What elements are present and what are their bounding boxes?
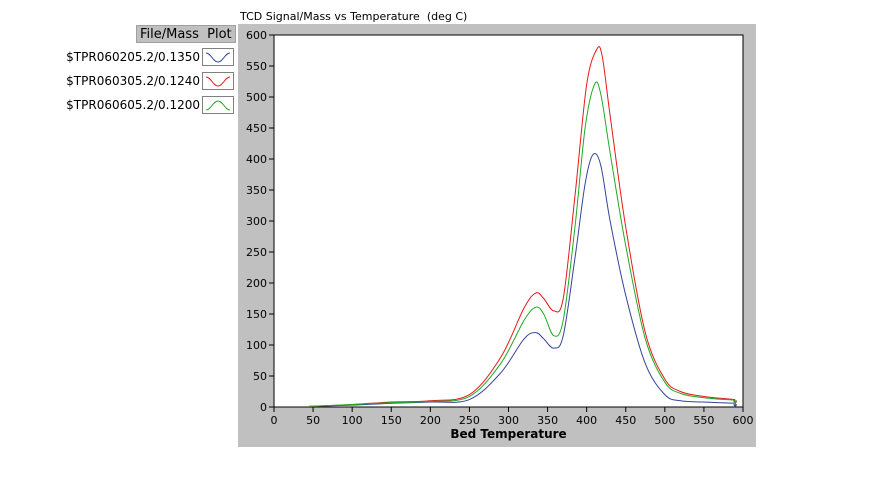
legend-item: $TPR060205.2/0.1350 bbox=[60, 47, 236, 67]
series-line bbox=[309, 152, 736, 407]
series-end-marker bbox=[733, 401, 738, 406]
y-tick-label: 350 bbox=[246, 184, 267, 197]
legend-swatch-icon[interactable] bbox=[202, 72, 234, 90]
x-axis-label: Bed Temperature bbox=[450, 427, 566, 441]
x-tick-label: 50 bbox=[306, 414, 320, 427]
x-tick-label: 600 bbox=[733, 414, 754, 427]
y-tick-label: 600 bbox=[246, 29, 267, 42]
x-tick-label: 450 bbox=[615, 414, 636, 427]
y-tick-label: 100 bbox=[246, 339, 267, 352]
legend-item: $TPR060605.2/0.1200 bbox=[60, 95, 236, 115]
chart: 0 50 100 150 200 250 300 350 400 450 500 550 600 0 50 1… bbox=[246, 29, 754, 441]
x-tick-label: 350 bbox=[537, 414, 558, 427]
legend-header: File/Mass Plot bbox=[136, 25, 236, 43]
legend-item-label: $TPR060605.2/0.1200 bbox=[66, 98, 200, 112]
y-tick-label: 50 bbox=[253, 370, 267, 383]
y-tick-label: 450 bbox=[246, 122, 267, 135]
x-tick-label: 300 bbox=[498, 414, 519, 427]
y-tick-label: 400 bbox=[246, 153, 267, 166]
series-end-marker bbox=[733, 404, 738, 409]
y-tick-label: 500 bbox=[246, 91, 267, 104]
y-tick-label: 550 bbox=[246, 60, 267, 73]
legend-item-label: $TPR060305.2/0.1240 bbox=[66, 74, 200, 88]
legend-item: $TPR060305.2/0.1240 bbox=[60, 71, 236, 91]
legend-item-label: $TPR060205.2/0.1350 bbox=[66, 50, 200, 64]
x-tick-label: 100 bbox=[342, 414, 363, 427]
x-tick-label: 250 bbox=[459, 414, 480, 427]
series-line bbox=[309, 81, 736, 407]
y-tick-label: 200 bbox=[246, 277, 267, 290]
legend-swatch-icon[interactable] bbox=[202, 48, 234, 66]
series-line bbox=[309, 46, 736, 407]
y-tick-label: 250 bbox=[246, 246, 267, 259]
y-tick-label: 150 bbox=[246, 308, 267, 321]
chart-title: TCD Signal/Mass vs Temperature (deg C) bbox=[240, 10, 468, 23]
x-tick-label: 200 bbox=[420, 414, 441, 427]
x-tick-label: 550 bbox=[693, 414, 714, 427]
x-tick-label: 500 bbox=[654, 414, 675, 427]
plot-panel: 0 50 100 150 200 250 300 350 400 450 500 550 600 0 50 1… bbox=[238, 24, 756, 447]
y-tick-label: 300 bbox=[246, 215, 267, 228]
x-tick-label: 400 bbox=[576, 414, 597, 427]
x-tick-label: 150 bbox=[381, 414, 402, 427]
x-tick-label: 0 bbox=[271, 414, 278, 427]
plot-area bbox=[273, 34, 744, 408]
y-tick-label: 0 bbox=[260, 401, 267, 414]
legend-swatch-icon[interactable] bbox=[202, 96, 234, 114]
